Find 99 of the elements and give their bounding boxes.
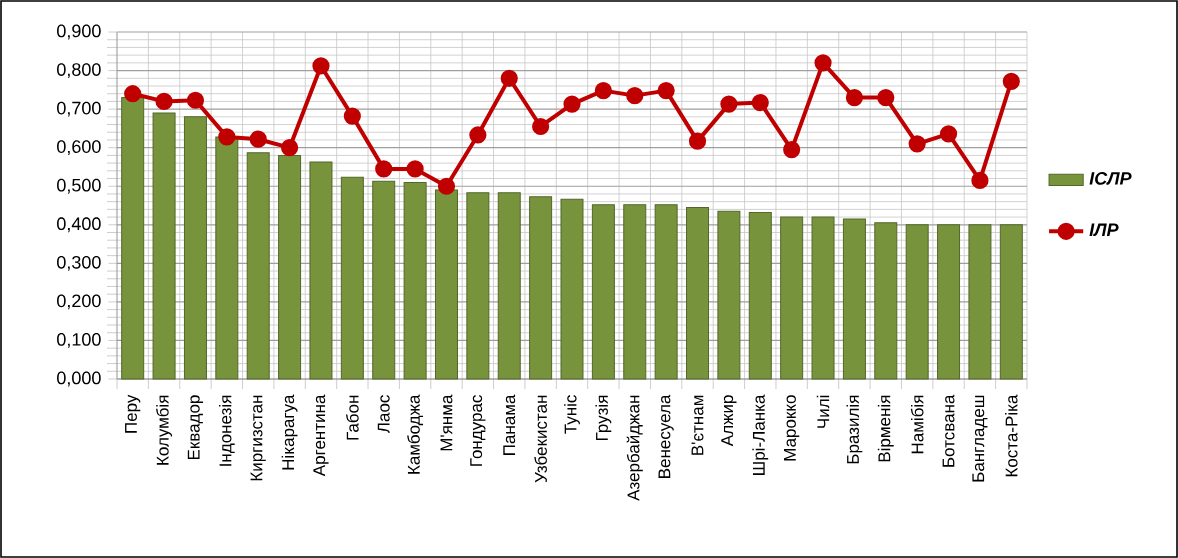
x-tick-label: Шрі-Ланка	[752, 394, 769, 475]
point	[343, 107, 361, 125]
point	[563, 95, 581, 113]
x-tick-label: Марокко	[784, 395, 800, 461]
x-tick-label: Грузія	[595, 395, 612, 441]
bar	[403, 181, 427, 380]
x-tick-label: Венесуела	[658, 394, 674, 478]
point	[437, 177, 456, 195]
bar	[999, 224, 1023, 380]
point	[626, 87, 644, 105]
x-tick-label: Індонезія	[218, 395, 235, 466]
bar	[654, 204, 678, 380]
point	[469, 126, 487, 144]
x-tick-label: Еквадор	[187, 395, 204, 460]
point	[406, 160, 424, 178]
point	[124, 85, 142, 103]
y-tick-label: 0,300	[57, 255, 101, 271]
bar	[497, 192, 521, 380]
point	[845, 88, 864, 107]
bar	[183, 116, 207, 380]
bar	[623, 204, 647, 380]
bar	[278, 154, 302, 380]
x-tick-label: Бразилія	[846, 395, 863, 464]
bar	[811, 216, 835, 380]
x-tick-label: Алжир	[721, 395, 737, 447]
point	[218, 128, 236, 146]
bar	[121, 97, 145, 380]
y-tick-label: 0,700	[57, 101, 101, 117]
y-tick-label: 0,800	[57, 63, 101, 78]
bar	[434, 189, 458, 380]
bar	[842, 218, 866, 380]
bar	[780, 216, 804, 380]
point	[657, 82, 675, 100]
x-tick-label: Туніс	[564, 395, 580, 434]
point	[500, 69, 518, 87]
x-tick-label: Ботсвана	[942, 394, 955, 467]
x-tick-label: Вірменія	[877, 395, 894, 462]
point	[877, 88, 895, 107]
bar	[372, 180, 396, 380]
bar	[874, 222, 898, 380]
point	[594, 82, 612, 100]
bar	[686, 206, 710, 380]
x-tick-label: Чилі	[816, 395, 830, 428]
bar	[937, 224, 961, 380]
x-tick-label: Нікарагуа	[281, 394, 298, 470]
bar	[529, 196, 553, 380]
x-tick-label: Перу	[125, 394, 141, 433]
x-tick-label: Колумбія	[156, 395, 173, 465]
y-tick-label: 0,900	[57, 24, 101, 40]
bar	[246, 152, 270, 380]
y-tick-label: 0,200	[57, 294, 101, 310]
bar	[466, 192, 490, 380]
x-tick-label: Панама	[503, 394, 516, 455]
point	[971, 171, 989, 190]
point	[186, 91, 205, 109]
x-tick-label: Азербайджан	[626, 395, 643, 501]
y-tick-label: 0,500	[57, 178, 101, 194]
point	[720, 95, 738, 113]
point	[532, 117, 550, 136]
bar	[340, 176, 364, 380]
point	[751, 93, 769, 112]
point	[375, 160, 393, 178]
point	[939, 125, 958, 143]
x-tick-label: Бангладеш	[972, 395, 988, 482]
y-tick-label: 0,600	[57, 140, 101, 156]
legend-label: ІСЛР	[1089, 172, 1132, 185]
bar	[717, 210, 741, 380]
x-tick-label: В'єтнам	[691, 395, 704, 455]
y-tick-label: 0,000	[57, 371, 101, 387]
bar	[309, 161, 333, 380]
x-tick-label: Камбоджа	[407, 394, 424, 474]
x-tick-label: Аргентина	[313, 394, 329, 477]
point	[814, 54, 832, 72]
point	[908, 135, 926, 153]
y-tick-label: 0,400	[57, 217, 101, 233]
bar	[560, 198, 584, 380]
point	[249, 130, 267, 148]
point	[312, 57, 330, 75]
legend-label: ІЛР	[1089, 223, 1119, 237]
point	[783, 141, 801, 159]
y-tick-label: 0,100	[57, 333, 101, 348]
bar	[748, 211, 772, 380]
x-tick-label: Киргизстан	[250, 395, 266, 481]
bar	[968, 224, 992, 380]
bar	[905, 224, 929, 380]
bar	[152, 112, 176, 380]
x-tick-label: Габон	[346, 395, 359, 440]
x-tick-label: Намібія	[910, 395, 924, 454]
point	[1002, 72, 1020, 90]
x-tick-label: Коста-Ріка	[1005, 394, 1018, 477]
x-tick-label: Лаос	[377, 395, 390, 434]
bar	[215, 136, 239, 380]
point	[280, 139, 299, 157]
x-tick-label: Гондурас	[470, 395, 486, 466]
point	[688, 132, 707, 150]
bar	[591, 204, 615, 380]
x-tick-label: Узбекистан	[534, 395, 547, 483]
x-tick-label: М'янма	[440, 394, 453, 451]
point	[155, 92, 173, 111]
